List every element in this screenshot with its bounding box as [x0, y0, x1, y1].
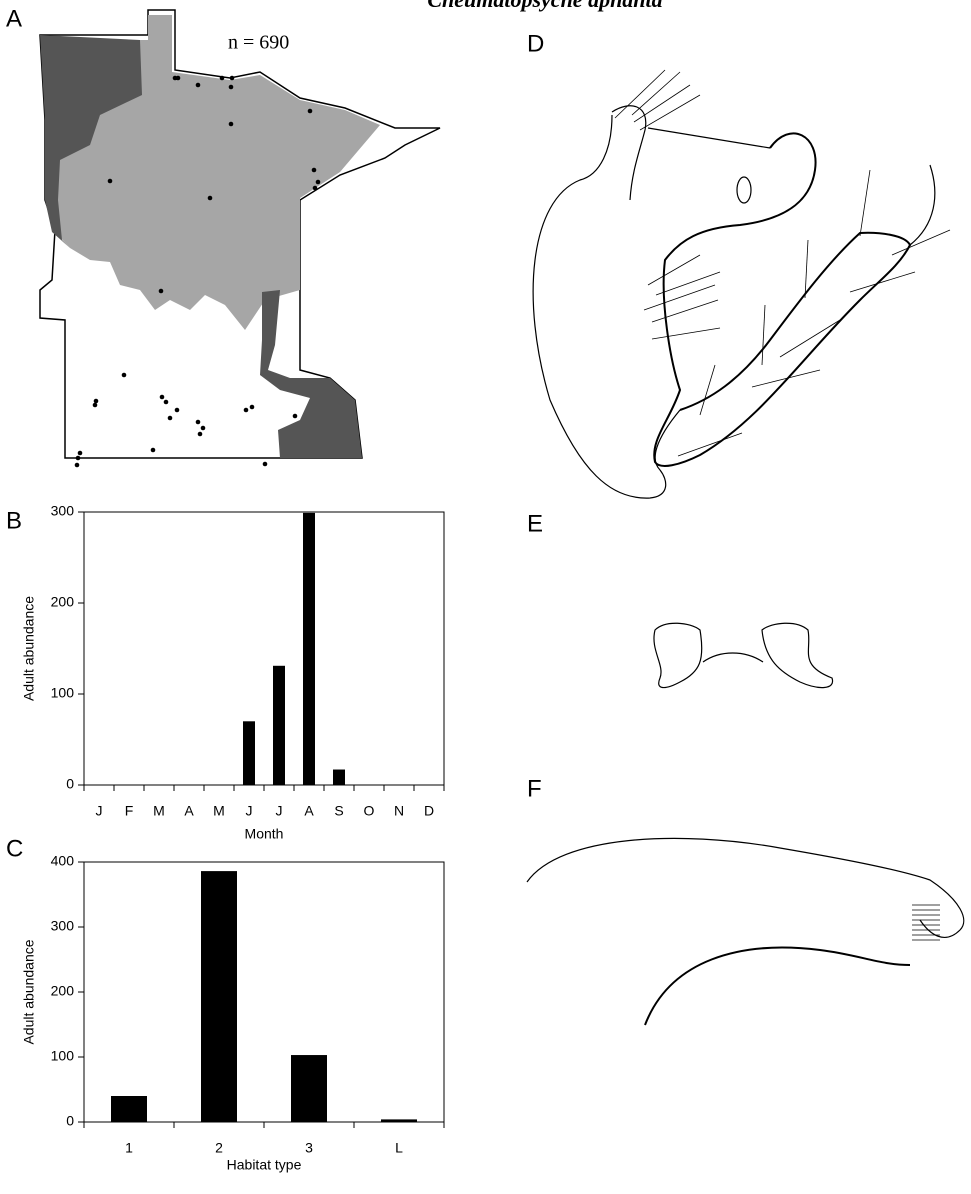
y-tick-label: 100 — [51, 685, 75, 701]
bar — [291, 1055, 327, 1122]
y-tick-label: 0 — [66, 1113, 74, 1129]
map: n = 690 — [40, 10, 440, 467]
genitalia-ventral — [654, 623, 833, 687]
y-tick-label: 300 — [51, 503, 75, 519]
x-tick-label: D — [424, 803, 434, 819]
y-tick-label: 300 — [51, 918, 75, 934]
y-tick-label: 200 — [51, 594, 75, 610]
y-axis-label: Adult abundance — [21, 939, 37, 1044]
x-tick-label: J — [96, 803, 103, 819]
bar — [303, 513, 315, 785]
panel-label: E — [527, 510, 543, 537]
y-axis-label: Adult abundance — [21, 596, 37, 701]
bar — [201, 871, 237, 1122]
panel-label: D — [527, 30, 544, 57]
x-tick-label: M — [213, 803, 225, 819]
x-tick-label: J — [246, 803, 253, 819]
plot-frame — [84, 512, 444, 785]
map-count: n = 690 — [228, 32, 289, 54]
x-tick-label: F — [125, 803, 134, 819]
y-tick-label: 200 — [51, 983, 75, 999]
y-tick-label: 0 — [66, 776, 74, 792]
panel-label: A — [6, 5, 22, 32]
x-axis-label: Habitat type — [227, 1157, 302, 1173]
x-tick-label: O — [364, 803, 375, 819]
x-tick-label: 3 — [305, 1140, 313, 1156]
figure-canvas: Cheumatopsyche aphanta A B C D E F n = 6… — [0, 0, 971, 1194]
figure-title: Cheumatopsyche aphanta — [427, 0, 662, 12]
x-tick-label: S — [334, 803, 343, 819]
x-tick-label: A — [184, 803, 194, 819]
x-tick-label: N — [394, 803, 404, 819]
x-tick-label: J — [276, 803, 283, 819]
x-axis-label: Month — [245, 826, 284, 842]
genitalia-lateral — [533, 70, 950, 498]
bar — [111, 1096, 147, 1122]
x-tick-label: L — [395, 1140, 403, 1156]
panel-label: C — [6, 835, 23, 862]
panel-label: F — [527, 775, 542, 802]
x-tick-label: 1 — [125, 1140, 133, 1156]
y-tick-label: 100 — [51, 1048, 75, 1064]
x-tick-label: 2 — [215, 1140, 223, 1156]
x-tick-label: A — [304, 803, 314, 819]
panel-label: B — [6, 507, 22, 534]
bar — [243, 721, 255, 785]
figure: Cheumatopsyche aphanta A B C D E F n = 6… — [0, 0, 971, 1194]
plot-frame — [84, 862, 444, 1122]
genitalia-phallus — [527, 838, 964, 1025]
bar — [333, 770, 345, 785]
y-tick-label: 400 — [51, 853, 75, 869]
x-tick-label: M — [153, 803, 165, 819]
bar — [273, 666, 285, 785]
